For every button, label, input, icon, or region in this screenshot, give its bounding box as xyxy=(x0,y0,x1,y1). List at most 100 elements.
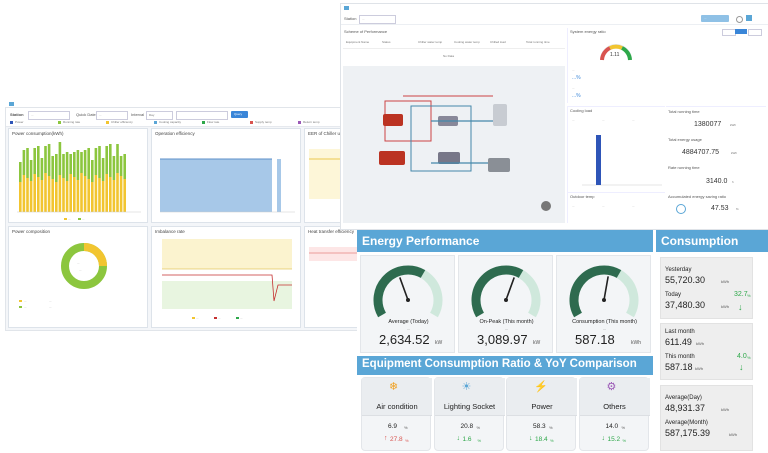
efficiency-area-chart xyxy=(160,158,295,213)
left-dashboard-window: Station ... Quick Date ... Interval Day … xyxy=(5,102,364,331)
schematic-column-header: Chilled load xyxy=(490,40,506,44)
avg-month-label: Average(Month) xyxy=(665,420,708,426)
down-arrow-icon: ↓ xyxy=(601,435,606,442)
gauge-value: 3,089.97 xyxy=(477,332,528,347)
schematic-table-header: Equipment Name Status Chiller water temp Co… xyxy=(343,38,565,49)
bar-segment xyxy=(119,176,123,212)
equipment-header: Equipment Consumption Ratio & YoY Compar… xyxy=(357,356,653,375)
gauge-dial xyxy=(471,265,541,318)
gauge-sub: ... xyxy=(602,326,607,331)
line-legend: ... ... ... xyxy=(192,316,272,320)
refresh-icon[interactable] xyxy=(736,16,743,23)
bar-segment xyxy=(29,181,33,212)
bar-segment xyxy=(109,177,112,212)
quick-date-select[interactable]: ... xyxy=(96,111,128,120)
equipment-card[interactable]: ⚡ Power 58.3% ↓ 18.4% xyxy=(506,377,577,451)
equipment-yoy-unit: % xyxy=(550,438,554,443)
legend-item[interactable]: Flow rate xyxy=(207,120,220,124)
bar-segment xyxy=(62,154,65,178)
bar-segment xyxy=(101,181,105,212)
cooling-load-panel: Cooling load ... ... ... xyxy=(567,106,665,192)
legend-item[interactable]: Cooling capacity xyxy=(159,120,182,124)
bar-segment xyxy=(119,156,123,176)
bar-segment xyxy=(47,144,51,176)
bar-segment xyxy=(62,178,65,212)
schematic-panel: Scheme of Performance Equipment Name Stat… xyxy=(343,28,565,223)
bar-segment xyxy=(98,146,101,178)
avg-day-label: Average(Day) xyxy=(665,395,702,401)
equipment-card-top: ⚙ Others xyxy=(579,378,650,416)
equipment-ratio-unit: % xyxy=(549,425,553,430)
scada-top-button[interactable]: ... xyxy=(701,15,729,22)
total-energy-value: 4884707.75 xyxy=(682,149,719,156)
equipment-yoy: 27.8 xyxy=(390,436,403,443)
bar-segment xyxy=(51,156,54,179)
bar-segment xyxy=(83,176,87,212)
schematic-column-header: Equipment Name xyxy=(346,40,370,44)
rate-title: Rate running time xyxy=(668,165,700,170)
bar-segment xyxy=(83,150,87,176)
bar-segment xyxy=(55,182,58,212)
gauge-value: 587.18 xyxy=(575,332,615,347)
query-button[interactable]: Query xyxy=(231,111,248,118)
equipment-ratio: 14.0 xyxy=(605,423,619,430)
interval-select[interactable]: Day xyxy=(146,111,173,120)
equipment-card[interactable]: ☀ Lighting Socket 20.8% ↓ 1.6% xyxy=(433,377,505,451)
daily-consumption-card: Yesterday 55,720.30 kWh Today 37,480.30 … xyxy=(660,257,753,319)
equipment-ratio-unit: % xyxy=(404,425,408,430)
bar-segment xyxy=(94,175,98,212)
outdoor-temp-panel: Outdoor temp ... ... ... xyxy=(567,192,665,223)
export-icon[interactable] xyxy=(746,15,752,21)
bar-segment xyxy=(73,177,76,212)
gauge-sub: ... xyxy=(406,326,411,331)
down-arrow-icon: ↓ xyxy=(529,435,533,442)
bar-segment xyxy=(73,152,76,177)
consumption-title: Consumption xyxy=(661,234,739,248)
station-select[interactable]: ... xyxy=(28,111,70,120)
no-data-text: No Data xyxy=(443,54,455,58)
gauge-row: Average (Today)... 2,634.52 kW On-Peak (Th… xyxy=(357,252,653,355)
legend-item[interactable]: Running rate xyxy=(63,120,81,124)
energy-performance-header: Energy Performance xyxy=(357,230,653,252)
system-ratio-detail xyxy=(664,28,764,103)
legend-swatch xyxy=(154,121,157,124)
scada-station-select[interactable]: ... xyxy=(359,15,396,24)
equipment-card[interactable]: ⚙ Others 14.0% ↓ 15.2% xyxy=(578,377,650,451)
legend-item[interactable]: Power xyxy=(15,120,24,124)
gauge-value: 1.11 xyxy=(610,52,620,58)
power-plug-icon: ⚡ xyxy=(534,381,548,393)
legend-item[interactable]: Chiller efficiency xyxy=(111,120,133,124)
legend-item[interactable]: Supply temp xyxy=(255,120,272,124)
power-composition-panel: Power composition ... ... ... ... ... ..… xyxy=(8,226,148,328)
panel-title: Heat transfer efficiency xyxy=(308,229,354,234)
tab-group[interactable] xyxy=(722,29,762,36)
left-app-icon[interactable] xyxy=(9,102,14,106)
scada-toolbar: Station ... ... xyxy=(341,14,768,25)
legend-item[interactable]: Return temp xyxy=(303,120,320,124)
gauge-unit: kWh xyxy=(631,340,641,346)
equipment-card[interactable]: ❄ Air condition 6.9% ↑ 27.8% xyxy=(361,377,432,451)
bar-segment xyxy=(87,148,90,179)
legend-swatch xyxy=(298,121,301,124)
station-label: Station xyxy=(10,112,24,117)
energy-dashboard: Energy Performance Average (Today)... 2,6… xyxy=(357,230,768,453)
donut-center-b: ... xyxy=(79,268,82,272)
accumulated-value: 47.53 xyxy=(711,205,729,212)
gauge-label: Consumption (This month) xyxy=(572,319,637,325)
system-ratio-title: System energy ratio xyxy=(570,29,606,34)
bar-segment xyxy=(58,142,62,175)
bar-segment xyxy=(40,158,44,180)
bar-segment xyxy=(44,146,47,173)
gauge-card: Consumption (This month)... 587.18 kWh xyxy=(556,255,651,353)
plant-schematic xyxy=(343,66,565,223)
equipment-yoy: 1.6 xyxy=(462,436,472,443)
today-label: Today xyxy=(665,292,682,298)
date-range-input[interactable] xyxy=(176,111,228,120)
bar-segment xyxy=(101,158,105,181)
total-running-value: 1380077 xyxy=(694,121,722,128)
bar-segment xyxy=(105,174,108,212)
rate-value: 3140.0 xyxy=(706,178,728,185)
metric-value-2: ...% xyxy=(572,93,581,99)
scada-app-icon[interactable] xyxy=(344,6,349,10)
bar-segment xyxy=(65,181,69,212)
